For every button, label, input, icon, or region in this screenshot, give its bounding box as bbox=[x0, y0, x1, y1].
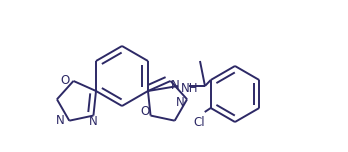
Text: NH: NH bbox=[181, 81, 198, 95]
Text: N: N bbox=[89, 115, 98, 128]
Text: N: N bbox=[171, 79, 180, 92]
Text: O: O bbox=[61, 74, 70, 87]
Text: Cl: Cl bbox=[193, 116, 205, 129]
Text: N: N bbox=[56, 114, 65, 127]
Text: N: N bbox=[176, 96, 184, 109]
Text: O: O bbox=[140, 105, 149, 118]
